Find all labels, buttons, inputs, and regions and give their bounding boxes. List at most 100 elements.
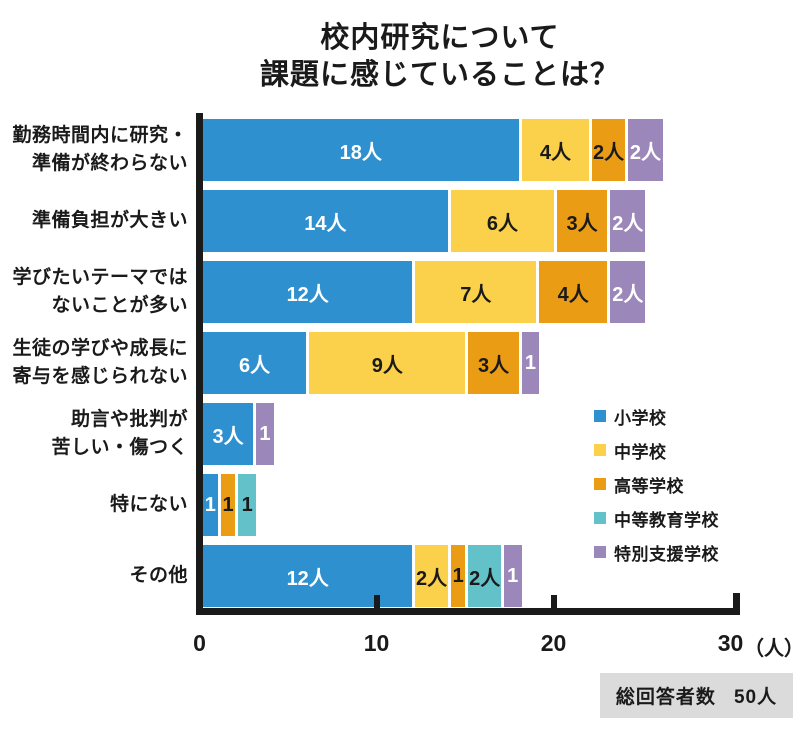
bar-segment-高等学校: 3人 xyxy=(468,332,522,394)
segment-value-label: 4人 xyxy=(557,283,589,306)
bar-segment-高等学校: 1 xyxy=(220,474,239,536)
bar-row: 助言や批判が 苦しい・傷つく 3人 1 xyxy=(0,403,800,465)
bar-segment-中等教育学校: 1 xyxy=(238,474,257,536)
stacked-bar: 12人 7人 4人 2人 xyxy=(203,261,646,323)
bar-segment-小学校: 6人 xyxy=(203,332,310,394)
legend-item-小学校: 小学校 xyxy=(594,399,719,433)
x-axis-unit-label: （人） xyxy=(744,638,800,660)
legend-label: 特別支援学校 xyxy=(614,544,719,564)
bar-segment-中学校: 9人 xyxy=(309,332,469,394)
category-label-line: 準備が終わらない xyxy=(31,153,188,174)
bar-segment-中学校: 4人 xyxy=(521,119,593,181)
stacked-bar: 18人 4人 2人 2人 xyxy=(203,119,664,181)
segment-value-label: 14人 xyxy=(304,212,347,235)
category-label-line: 特にない xyxy=(109,494,188,515)
stacked-bar: 3人 1 xyxy=(203,403,274,465)
segment-value-label: 1 xyxy=(452,564,464,587)
plot-area: 勤務時間内に研究・ 準備が終わらない 18人 4人 2人 2人 準備負担が大きい 14人 6人 3… xyxy=(0,119,800,616)
category-label: 学びたいテーマではないことが多い xyxy=(0,261,188,323)
legend-label: 小学校 xyxy=(614,408,667,428)
segment-value-label: 3人 xyxy=(212,425,244,448)
segment-value-label: 18人 xyxy=(339,141,382,164)
x-tick-label: 30 xyxy=(717,630,744,656)
legend-item-中学校: 中学校 xyxy=(594,433,719,467)
segment-value-label: 2人 xyxy=(612,283,644,306)
legend-item-特別支援学校: 特別支援学校 xyxy=(594,535,719,569)
segment-value-label: 6人 xyxy=(239,354,271,377)
y-axis-line xyxy=(196,113,203,615)
category-label: 勤務時間内に研究・ 準備が終わらない xyxy=(0,119,188,181)
bar-segment-特別支援学校: 1 xyxy=(503,545,522,607)
bar-segment-小学校: 12人 xyxy=(203,261,416,323)
stacked-bar: 6人 9人 3人 1 xyxy=(203,332,540,394)
segment-value-label: 2人 xyxy=(469,567,501,590)
segment-value-label: 2人 xyxy=(416,567,448,590)
bar-segment-中学校: 6人 xyxy=(450,190,557,252)
chart-title: 校内研究について 課題に感じていることは？ xyxy=(70,20,800,94)
category-label: 助言や批判が苦しい・傷つく xyxy=(0,403,188,465)
category-label-line: 準備負担が大きい xyxy=(31,210,188,231)
bar-segment-特別支援学校: 1 xyxy=(521,332,540,394)
bar-segment-中等教育学校: 2人 xyxy=(468,545,504,607)
category-label-line: 学びたいテーマでは xyxy=(12,267,188,288)
legend: 小学校中学校高等学校中等教育学校 特別支援学校 xyxy=(594,399,719,569)
x-tick-label: 0 xyxy=(193,630,206,656)
category-label: その他 xyxy=(0,545,188,607)
bar-segment-小学校: 3人 xyxy=(203,403,257,465)
category-label-line: 助言や批判が xyxy=(70,409,188,430)
category-label: 特にない xyxy=(0,474,188,536)
segment-value-label: 6人 xyxy=(486,212,518,235)
bar-segment-高等学校: 1 xyxy=(450,545,469,607)
bar-row: 勤務時間内に研究・ 準備が終わらない 18人 4人 2人 2人 xyxy=(0,119,800,181)
bar-segment-高等学校: 2人 xyxy=(592,119,628,181)
bar-row: 準備負担が大きい 14人 6人 3人 2人 xyxy=(0,190,800,252)
legend-item-中等教育学校: 中等教育学校 xyxy=(594,501,719,535)
legend-label: 中等教育学校 xyxy=(614,510,719,530)
legend-label: 中学校 xyxy=(614,442,667,462)
category-label-line: ないことが多い xyxy=(51,295,188,316)
x-axis-tick xyxy=(550,595,557,608)
chart-title-line1: 校内研究について xyxy=(320,22,560,54)
segment-value-label: 2人 xyxy=(629,141,662,164)
category-label: 準備負担が大きい xyxy=(0,190,188,252)
segment-value-label: 1 xyxy=(524,351,536,374)
bar-segment-特別支援学校: 2人 xyxy=(627,119,664,181)
segment-value-label: 9人 xyxy=(371,354,403,377)
segment-value-label: 2人 xyxy=(612,212,644,235)
legend-swatch-icon xyxy=(594,512,606,524)
total-respondents-box: 総回答者数 50人 xyxy=(600,673,793,718)
stacked-bar: 14人 6人 3人 2人 xyxy=(203,190,646,252)
x-axis-line xyxy=(196,608,740,615)
legend-swatch-icon xyxy=(594,546,606,558)
legend-swatch-icon xyxy=(594,410,606,422)
bar-segment-特別支援学校: 2人 xyxy=(610,261,646,323)
bar-segment-小学校: 18人 xyxy=(203,119,522,181)
total-respondents-value: 50人 xyxy=(733,687,778,708)
segment-value-label: 1 xyxy=(204,493,216,516)
bar-segment-中学校: 2人 xyxy=(415,545,451,607)
bar-segment-小学校: 14人 xyxy=(203,190,451,252)
category-label: 生徒の学びや成長に 寄与を感じられない xyxy=(0,332,188,394)
bar-row: 学びたいテーマでは ないことが多い 12人 7人 4人 2人 xyxy=(0,261,800,323)
x-tick-label: 20 xyxy=(540,630,567,656)
legend-item-高等学校: 高等学校 xyxy=(594,467,719,501)
bar-segment-小学校: 1 xyxy=(203,474,221,536)
legend-swatch-icon xyxy=(594,478,606,490)
segment-value-label: 2人 xyxy=(593,141,625,164)
bar-row: 特にない 1 1 1 xyxy=(0,474,800,536)
total-respondents-label: 総回答者数 xyxy=(615,687,716,708)
x-axis-tick xyxy=(373,595,380,608)
category-label-line: 苦しい・傷つく xyxy=(51,437,188,458)
segment-value-label: 1 xyxy=(222,493,234,516)
segment-value-label: 3人 xyxy=(477,354,510,377)
x-tick-label: 10 xyxy=(363,630,390,656)
segment-value-label: 1 xyxy=(241,493,253,516)
segment-value-label: 3人 xyxy=(566,212,598,235)
segment-value-label: 12人 xyxy=(286,567,329,590)
x-axis-end-tick xyxy=(733,593,740,608)
legend-label: 高等学校 xyxy=(614,476,684,496)
segment-value-label: 4人 xyxy=(539,141,572,164)
category-label-line: 寄与を感じられない xyxy=(12,366,188,387)
stacked-bar: 12人 2人 1 2人 1 xyxy=(203,545,522,607)
